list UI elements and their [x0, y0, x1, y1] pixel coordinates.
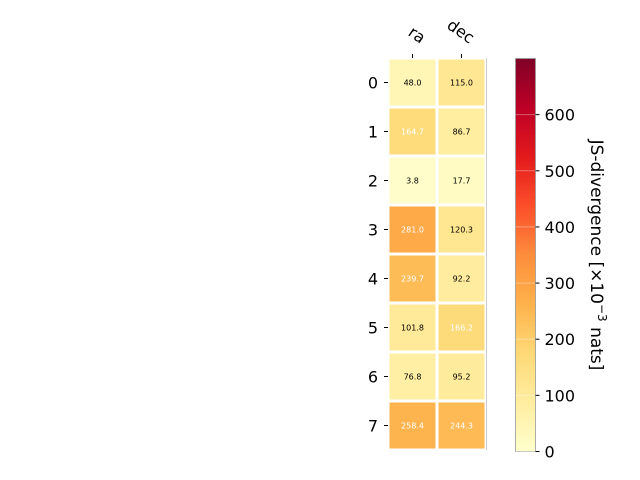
heatmap-cell-label-3-dec: 120.3: [450, 226, 473, 235]
row-tick-label-7: 7: [368, 417, 378, 436]
column-ticks: ra dec: [405, 15, 478, 58]
row-tick-label-4: 4: [368, 270, 378, 289]
heatmap-cell-7-dec: [438, 402, 485, 449]
heatmap-cell-label-5-dec: 166.2: [450, 324, 473, 333]
heatmap-cell-label-4-ra: 239.7: [401, 275, 424, 284]
heatmap-cell-5-ra: [389, 304, 436, 351]
heatmap-cell-label-6-dec: 95.2: [453, 373, 471, 382]
row-tick-label-5: 5: [368, 319, 378, 338]
heatmap-cell-2-ra: [389, 157, 436, 204]
heatmap-cell-label-7-dec: 244.3: [450, 422, 473, 431]
heatmap-cell-1-ra: [389, 108, 436, 155]
row-tick-label-6: 6: [368, 368, 378, 387]
row-tick-label-0: 0: [368, 74, 378, 93]
colorbar-tick-label-600: 600: [545, 106, 576, 125]
heatmap-cell-label-5-ra: 101.8: [401, 324, 424, 333]
heatmap-cell-label-3-ra: 281.0: [401, 226, 424, 235]
colorbar-tick-label-300: 300: [545, 274, 576, 293]
heatmap-cell-6-dec: [438, 353, 485, 400]
heatmap-cell-label-6-ra: 76.8: [404, 373, 422, 382]
colorbar-label-exponent: −3: [595, 304, 609, 322]
heatmap-cell-0-ra: [389, 59, 436, 106]
colorbar-tick-label-0: 0: [545, 443, 555, 462]
colorbar-tick-label-200: 200: [545, 330, 576, 349]
heatmap-cell-label-1-ra: 164.7: [401, 128, 424, 137]
column-tick-label-dec: dec: [444, 15, 478, 47]
heatmap-cells: 48.0 115.0 164.7 86.7 3.8 17.7 281.0 120.3 239.7…: [389, 58, 487, 450]
column-tick-label-ra: ra: [405, 22, 429, 47]
colorbar-tick-label-400: 400: [545, 218, 576, 237]
heatmap-cell-3-ra: [389, 206, 436, 253]
heatmap-cell-7-ra: [389, 402, 436, 449]
heatmap-cell-label-0-ra: 48.0: [404, 79, 422, 88]
heatmap-cell-6-ra: [389, 353, 436, 400]
colorbar: 0 100 200 300 400 500 600 JS-divergence [×10−3…: [515, 58, 609, 462]
heatmap-cell-5-dec: [438, 304, 485, 351]
heatmap-cell-label-1-dec: 86.7: [453, 128, 471, 137]
heatmap-cell-4-ra: [389, 255, 436, 302]
colorbar-tick-label-100: 100: [545, 386, 576, 405]
row-tick-label-1: 1: [368, 123, 378, 142]
heatmap-cell-label-2-dec: 17.7: [453, 177, 471, 186]
row-tick-label-3: 3: [368, 221, 378, 240]
colorbar-gradient: [515, 58, 536, 452]
heatmap-cell-4-dec: [438, 255, 485, 302]
heatmap-cell-label-7-ra: 258.4: [401, 422, 424, 431]
heatmap-cell-1-dec: [438, 108, 485, 155]
heatmap-cell-3-dec: [438, 206, 485, 253]
heatmap-cell-0-dec: [438, 59, 485, 106]
colorbar-ticks: 0 100 200 300 400 500 600: [515, 106, 576, 462]
heatmap-cell-label-4-dec: 92.2: [453, 275, 471, 284]
heatmap-cell-2-dec: [438, 157, 485, 204]
row-tick-label-2: 2: [368, 172, 378, 191]
colorbar-label-unit: nats]: [586, 322, 606, 371]
colorbar-tick-label-500: 500: [545, 162, 576, 181]
row-ticks: 0 1 2 3 4 5 6 7: [368, 74, 388, 436]
heatmap-cell-label-0-dec: 115.0: [450, 79, 473, 88]
heatmap-cell-label-2-ra: 3.8: [406, 177, 419, 186]
colorbar-label: JS-divergence [×10−3 nats]: [586, 139, 609, 371]
